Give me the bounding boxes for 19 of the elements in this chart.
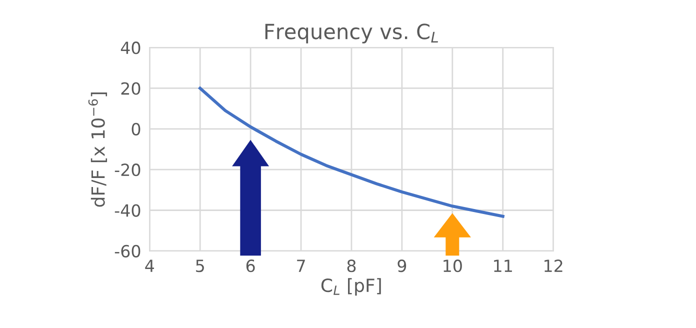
x-tick-label: 10: [444, 260, 462, 272]
y-axis-title: dF/F [x 10$^{−6}$]: [88, 92, 108, 207]
line-series: [198, 86, 504, 218]
y-tick-label: -60: [114, 244, 140, 258]
x-tick-label: 6: [246, 260, 255, 272]
y-tick-label: -20: [114, 164, 140, 176]
x-axis-title: C$_{L}$ [pF]: [321, 278, 381, 296]
x-tick-label: 12: [544, 260, 562, 272]
y-tick-label: 0: [132, 122, 140, 136]
x-tick-label: 7: [297, 260, 305, 272]
x-tick-label: 11: [494, 260, 512, 272]
y-tick-label: -40: [114, 204, 140, 217]
y-tick-label: 40: [120, 42, 140, 54]
x-tick-label: 8: [347, 260, 356, 272]
chart-title: Frequency vs. C$_{L}$: [265, 24, 438, 44]
x-tick-label: 9: [398, 260, 406, 272]
x-tick-label: 5: [196, 260, 204, 272]
y-tick-label: 20: [121, 82, 140, 95]
x-tick-label: 4: [145, 260, 154, 272]
